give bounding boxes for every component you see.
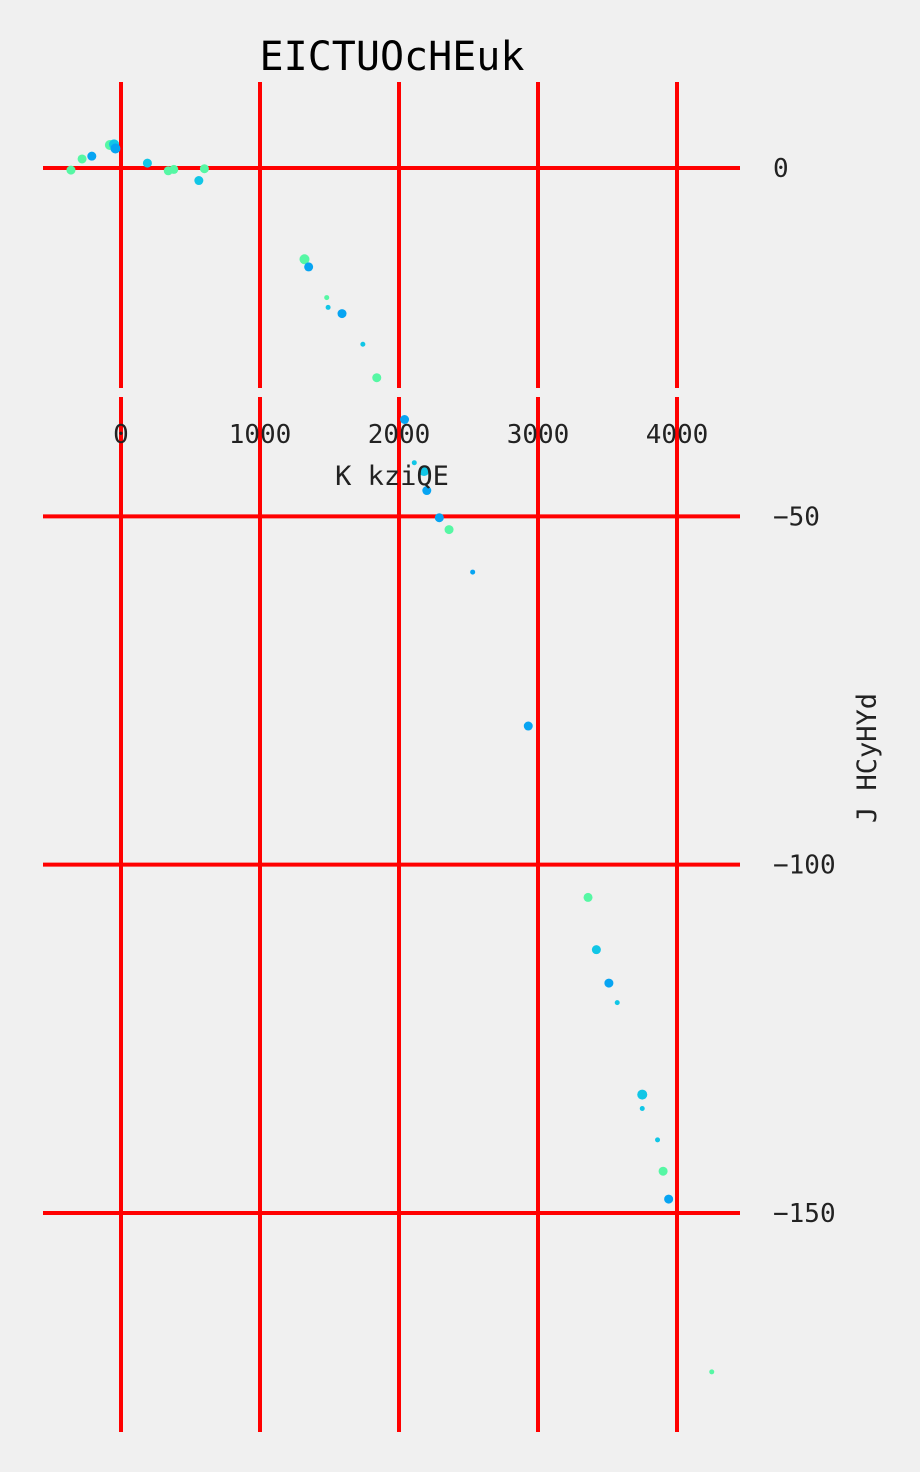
data-point-12 <box>304 262 314 272</box>
data-point-5 <box>110 143 121 154</box>
data-point-17 <box>372 373 382 383</box>
data-point-24 <box>470 569 476 575</box>
data-point-25 <box>523 721 533 731</box>
data-point-21 <box>422 486 432 496</box>
data-point-11 <box>299 254 310 265</box>
data-point-16 <box>360 341 366 347</box>
data-point-6 <box>142 158 152 168</box>
data-point-33 <box>658 1166 668 1176</box>
data-point-35 <box>709 1369 715 1375</box>
data-point-19 <box>411 460 417 466</box>
data-point-14 <box>325 304 331 310</box>
data-point-18 <box>400 414 410 424</box>
x-tick-label-1: 1000 <box>229 420 292 450</box>
chart-title: EICTUOcHEuk <box>260 34 525 80</box>
data-point-30 <box>637 1089 648 1100</box>
data-point-15 <box>337 309 347 319</box>
y-axis-label: J HCyHYd <box>852 693 883 823</box>
y-tick-label-1: −50 <box>773 502 820 532</box>
y-tick-label-2: −100 <box>773 851 836 881</box>
data-point-27 <box>591 945 601 955</box>
data-point-31 <box>639 1106 645 1111</box>
x-tick-label-0: 0 <box>113 420 129 450</box>
data-point-1 <box>77 154 87 164</box>
x-tick-label-4: 4000 <box>646 420 709 450</box>
data-point-20 <box>419 466 430 477</box>
data-point-8 <box>169 164 179 174</box>
x-tick-label-2: 2000 <box>368 420 431 450</box>
data-point-28 <box>604 978 614 988</box>
data-point-26 <box>583 892 593 902</box>
data-point-32 <box>655 1137 661 1143</box>
data-point-13 <box>324 295 330 301</box>
y-tick-label-0: 0 <box>773 154 789 184</box>
data-point-34 <box>664 1194 674 1204</box>
data-point-23 <box>444 525 454 535</box>
data-point-22 <box>434 513 444 523</box>
tick-labels: 0 1000 2000 3000 4000 0 −50 −100 −150 <box>113 154 835 1229</box>
data-point-10 <box>199 164 209 174</box>
x-tick-label-3: 3000 <box>507 420 570 450</box>
y-tick-label-3: −150 <box>773 1199 836 1229</box>
data-point-9 <box>194 176 204 186</box>
data-point-0 <box>66 165 76 175</box>
x-axis-label: K kziQE <box>335 461 449 492</box>
data-point-2 <box>87 151 97 161</box>
grid-lines <box>43 82 740 1432</box>
data-points <box>66 139 715 1375</box>
data-point-29 <box>614 1000 620 1006</box>
